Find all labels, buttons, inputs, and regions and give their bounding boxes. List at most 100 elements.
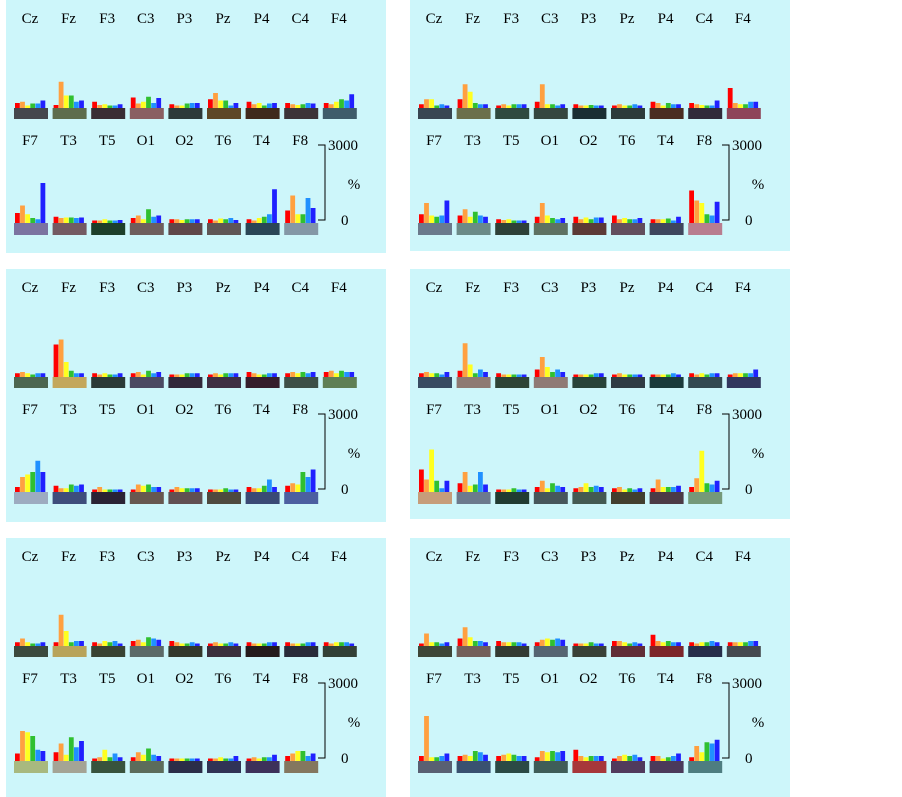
- bar: [671, 373, 676, 377]
- electrode-base-swatch: [245, 377, 280, 388]
- bar: [583, 757, 589, 761]
- bar: [419, 643, 424, 646]
- chart-panel-5: Cz Fz F3 C3 P3 Pz P4 C4 F4 F7 T3 T5 O1 O2 T6 T4 F8 3000% 0: [6, 538, 386, 797]
- bar: [598, 756, 604, 761]
- bar: [521, 374, 527, 377]
- bar: [627, 219, 633, 223]
- bar: [588, 756, 594, 761]
- electrode-base-swatch: [649, 492, 684, 504]
- bar: [92, 373, 97, 377]
- bar: [102, 104, 108, 108]
- electrode-base-swatch: [245, 108, 280, 119]
- bar: [130, 373, 136, 377]
- bar: [35, 103, 41, 108]
- bar: [622, 105, 627, 108]
- bar: [637, 488, 643, 492]
- electrode-label: T3: [464, 671, 481, 687]
- bar: [665, 218, 671, 223]
- scale-unit-label: %: [348, 177, 361, 193]
- electrode-label: F8: [292, 671, 308, 687]
- electrode-label: T6: [215, 671, 232, 687]
- bar: [496, 105, 501, 108]
- bar: [272, 642, 277, 646]
- bar: [632, 219, 638, 223]
- electrode-base-swatch: [572, 761, 607, 773]
- bar: [135, 752, 141, 761]
- bar: [208, 489, 213, 492]
- bar: [588, 487, 594, 492]
- bar: [228, 758, 234, 761]
- bar: [305, 477, 311, 492]
- bar: [660, 105, 666, 108]
- electrode-label: Pz: [216, 549, 231, 565]
- bar: [429, 373, 434, 377]
- bar: [632, 754, 638, 761]
- electrode-base-swatch: [688, 223, 723, 235]
- bar: [588, 374, 594, 377]
- bar: [107, 374, 113, 377]
- bar: [223, 488, 229, 492]
- bar: [102, 489, 108, 492]
- bar: [545, 367, 550, 377]
- bar: [290, 104, 296, 108]
- bar: [637, 757, 643, 761]
- bar: [246, 219, 252, 223]
- bar: [429, 99, 434, 108]
- bar: [694, 104, 700, 108]
- bar: [285, 485, 290, 492]
- bar: [704, 374, 710, 377]
- bar: [627, 374, 633, 377]
- bar: [35, 460, 41, 492]
- electrode-label: T4: [253, 671, 270, 687]
- electrode-label: Pz: [216, 280, 231, 296]
- bar: [539, 357, 545, 377]
- bar: [671, 220, 676, 223]
- electrode-label: T3: [60, 402, 77, 418]
- bar: [349, 94, 355, 108]
- bar: [699, 450, 705, 492]
- bar: [251, 643, 257, 646]
- bar: [472, 373, 478, 377]
- electrode-label: T6: [215, 133, 232, 149]
- scale-bottom-tick: 0: [745, 213, 753, 229]
- bar: [612, 641, 617, 646]
- bar: [246, 372, 252, 377]
- electrode-label: C4: [291, 11, 309, 27]
- scale-bar: 3000% 0: [318, 407, 360, 498]
- scale-unit-label: %: [752, 715, 765, 731]
- electrode-label: Cz: [22, 280, 39, 296]
- bar: [151, 754, 156, 761]
- bar: [573, 104, 579, 108]
- electrode-base-swatch: [572, 377, 607, 388]
- bar: [295, 105, 301, 108]
- bar: [208, 643, 213, 646]
- bar: [622, 642, 627, 646]
- bar: [15, 487, 20, 492]
- bar: [506, 219, 512, 223]
- bar: [714, 739, 720, 761]
- bar: [228, 218, 234, 223]
- electrode-base-swatch: [456, 761, 491, 773]
- bar: [424, 99, 429, 108]
- bar: [117, 373, 123, 377]
- bar: [272, 487, 277, 492]
- scale-bar: 3000% 0: [722, 138, 764, 229]
- bar: [709, 105, 715, 108]
- bar: [174, 105, 180, 108]
- electrode-label: Fz: [61, 549, 76, 565]
- bar: [483, 484, 488, 492]
- bar: [290, 195, 296, 223]
- bar: [727, 642, 733, 646]
- electrode-label: C3: [541, 549, 559, 565]
- bar: [141, 374, 146, 377]
- bar: [228, 642, 234, 646]
- bar: [419, 373, 424, 377]
- bar: [141, 485, 146, 492]
- bar: [267, 214, 272, 223]
- electrode-label: T4: [253, 402, 270, 418]
- bar: [550, 104, 555, 108]
- electrode-label: T5: [99, 402, 116, 418]
- bar: [169, 758, 175, 761]
- bar: [573, 488, 579, 492]
- bar: [732, 103, 738, 108]
